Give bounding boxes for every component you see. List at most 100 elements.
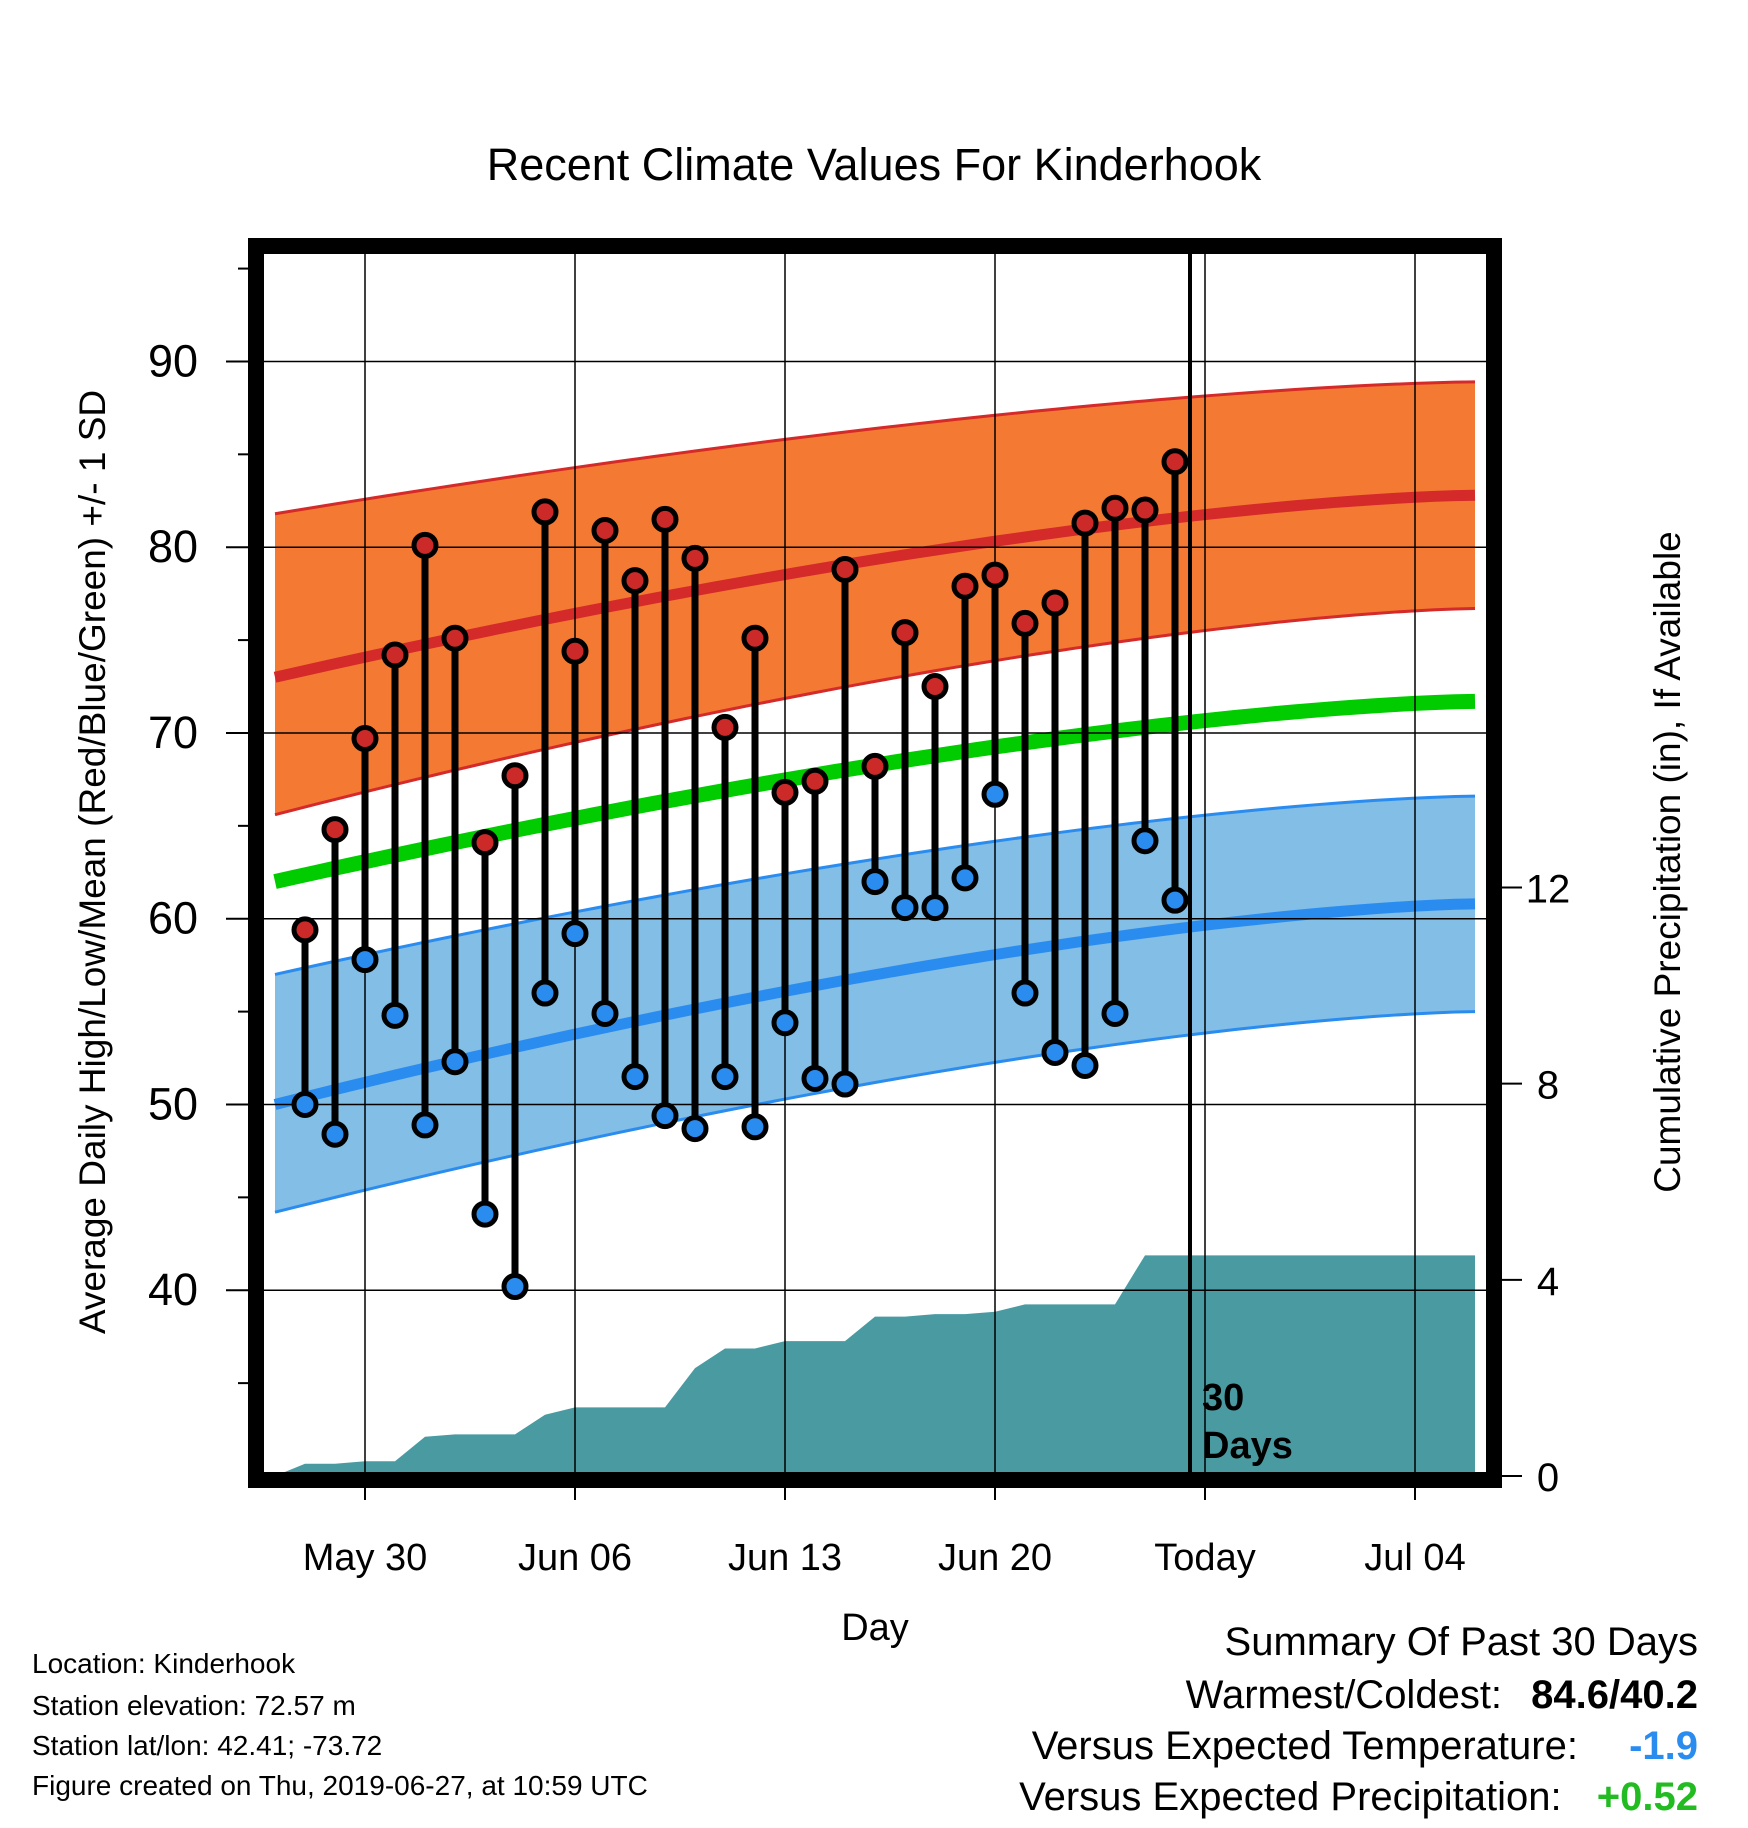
high-point xyxy=(411,531,439,559)
y-right-tick-label: 12 xyxy=(1526,868,1571,912)
summary-heading: Summary Of Past 30 Days xyxy=(1224,1620,1698,1664)
high-point xyxy=(531,498,559,526)
high-low-stems xyxy=(291,448,1189,1301)
low-point xyxy=(291,1090,319,1118)
low-point xyxy=(561,920,589,948)
low-point xyxy=(471,1200,499,1228)
high-point xyxy=(1131,496,1159,524)
low-point xyxy=(531,979,559,1007)
high-point xyxy=(1161,448,1189,476)
low-point xyxy=(381,1001,409,1029)
high-point xyxy=(1071,509,1099,537)
x-tick-label: Jun 20 xyxy=(938,1537,1052,1579)
elevation-text: Station elevation: 72.57 m xyxy=(32,1690,356,1721)
high-point xyxy=(741,624,769,652)
y-axis-left-label: Average Daily High/Low/Mean (Red/Blue/Gr… xyxy=(72,390,113,1334)
high-point xyxy=(381,641,409,669)
high-point xyxy=(1011,609,1039,637)
high-point xyxy=(831,556,859,584)
low-point xyxy=(1131,827,1159,855)
y-left-tick-label: 80 xyxy=(148,521,198,572)
high-point xyxy=(351,725,379,753)
summary-precip-label: Versus Expected Precipitation: xyxy=(1019,1775,1562,1819)
summary-temp-value: -1.9 xyxy=(1629,1724,1698,1768)
high-point xyxy=(651,505,679,533)
low-point xyxy=(891,894,919,922)
y-axis-right-label: Cumulative Precipitation (in), If Availa… xyxy=(1647,531,1688,1193)
low-point xyxy=(1011,979,1039,1007)
chart-title: Recent Climate Values For Kinderhook xyxy=(487,139,1262,190)
high-point xyxy=(681,544,709,572)
low-point xyxy=(981,780,1009,808)
low-point xyxy=(861,868,889,896)
low-point xyxy=(651,1102,679,1130)
low-point xyxy=(1101,999,1129,1027)
low-point xyxy=(591,999,619,1027)
summary-precip-value: +0.52 xyxy=(1596,1775,1698,1819)
high-point xyxy=(591,516,619,544)
low-point xyxy=(711,1063,739,1091)
latlon-text: Station lat/lon: 42.41; -73.72 xyxy=(32,1730,383,1761)
low-point xyxy=(921,894,949,922)
x-tick-label: Jun 06 xyxy=(518,1537,632,1579)
high-point xyxy=(1041,589,1069,617)
plot-frame xyxy=(248,238,1502,1488)
low-point xyxy=(621,1063,649,1091)
y-right-tick-label: 8 xyxy=(1537,1064,1559,1108)
high-point xyxy=(621,567,649,595)
low-point xyxy=(501,1273,529,1301)
high-lower-line xyxy=(274,607,1476,817)
low-point xyxy=(831,1070,859,1098)
y-left-tick-label: 40 xyxy=(148,1264,198,1315)
summary-warmest-value: 84.6/40.2 xyxy=(1531,1673,1698,1717)
summary-warmest-row: Warmest/Coldest: 84.6/40.2 xyxy=(1186,1673,1698,1718)
today-annotation-number: 30 xyxy=(1202,1377,1244,1419)
high-point xyxy=(801,767,829,795)
low-point xyxy=(681,1115,709,1143)
high-point xyxy=(921,673,949,701)
created-text: Figure created on Thu, 2019-06-27, at 10… xyxy=(32,1770,648,1801)
high-upper-line xyxy=(274,380,1476,516)
y-left-tick-label: 50 xyxy=(148,1078,198,1129)
low-point xyxy=(441,1048,469,1076)
high-point xyxy=(291,916,319,944)
summary-temp-label: Versus Expected Temperature: xyxy=(1031,1724,1578,1768)
y-right-tick-label: 0 xyxy=(1537,1456,1559,1500)
summary-temp-row: Versus Expected Temperature: -1.9 xyxy=(1032,1724,1698,1769)
low-point xyxy=(351,946,379,974)
low-lower-line xyxy=(274,1010,1476,1214)
high-point xyxy=(441,624,469,652)
high-point xyxy=(1101,494,1129,522)
low-point xyxy=(411,1111,439,1139)
high-point xyxy=(771,778,799,806)
precip-area xyxy=(275,1255,1475,1476)
low-point xyxy=(1161,886,1189,914)
axis-ticks: May 30 Jun 06 Jun 13 Jun 20 Today Jul 04 40 50 6… xyxy=(148,267,1571,1579)
y-left-tick-label: 70 xyxy=(148,707,198,758)
summary-precip-row: Versus Expected Precipitation: +0.52 xyxy=(1019,1775,1698,1820)
low-point xyxy=(1041,1038,1069,1066)
high-point xyxy=(891,619,919,647)
y-left-tick-label: 60 xyxy=(148,893,198,944)
low-point xyxy=(771,1009,799,1037)
x-tick-label: May 30 xyxy=(303,1537,428,1579)
low-point xyxy=(801,1064,829,1092)
high-mean-line xyxy=(273,489,1476,683)
high-point xyxy=(321,816,349,844)
low-point xyxy=(741,1113,769,1141)
location-text: Location: Kinderhook xyxy=(32,1648,296,1679)
x-tick-label: Today xyxy=(1154,1537,1255,1579)
x-tick-label: Jun 13 xyxy=(728,1537,842,1579)
high-point xyxy=(951,572,979,600)
x-axis-label: Day xyxy=(841,1607,909,1649)
high-point xyxy=(471,829,499,857)
today-annotation-days: Days xyxy=(1202,1425,1293,1467)
y-left-tick-label: 90 xyxy=(148,335,198,386)
high-point xyxy=(981,561,1009,589)
low-point xyxy=(951,864,979,892)
low-mean-line xyxy=(273,898,1476,1110)
low-point xyxy=(321,1120,349,1148)
high-point xyxy=(861,752,889,780)
x-tick-label: Jul 04 xyxy=(1364,1537,1465,1579)
